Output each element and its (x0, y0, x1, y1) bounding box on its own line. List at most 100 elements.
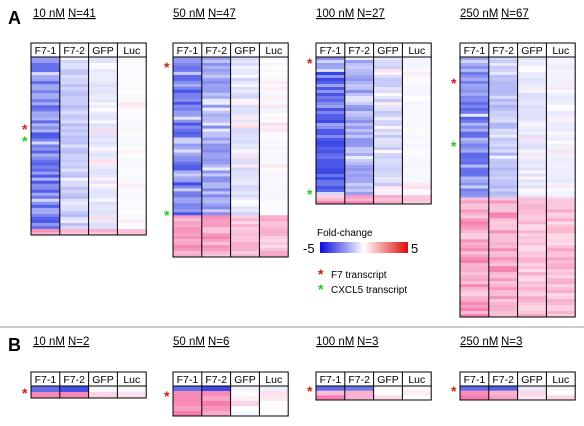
heatmap-cell (344, 135, 374, 139)
heatmap-cell (230, 176, 260, 180)
heatmap-cell (117, 207, 147, 212)
heatmap-cell (402, 72, 432, 76)
heatmap-cell (173, 209, 203, 213)
heatmap-cell (344, 126, 374, 130)
heatmap-cell (316, 141, 346, 145)
heatmap-cell (546, 254, 576, 258)
heatmap-cell (517, 302, 547, 306)
column-header-gfp: GFP (92, 45, 114, 57)
b-block3-dose: 100 nM (316, 336, 354, 348)
heatmap-cell (173, 248, 203, 252)
heatmap-cell (88, 129, 118, 133)
heatmap-cell (117, 69, 147, 73)
heatmap-cell (460, 89, 490, 94)
heatmap-cell (546, 185, 576, 189)
heatmap-cell (88, 111, 118, 115)
heatmap-cell (59, 117, 89, 121)
heatmap-cell (517, 149, 547, 153)
heatmap-cell (546, 239, 576, 243)
heatmap-cell (59, 90, 89, 94)
heatmap-cell (88, 87, 118, 91)
heatmap-cell (59, 147, 89, 151)
heatmap-cell (59, 195, 89, 200)
heatmap-cell (373, 198, 403, 202)
heatmap-cell (59, 105, 89, 109)
heatmap-cell (117, 84, 147, 88)
heatmap-cell (259, 119, 289, 123)
heatmap-cell (173, 233, 203, 237)
heatmap-cell (59, 132, 89, 136)
heatmap-cell (517, 59, 547, 64)
heatmap-cell (316, 198, 346, 202)
heatmap-cell (488, 305, 518, 309)
heatmap-cell (31, 222, 61, 227)
heatmap-cell (230, 140, 260, 144)
heatmap-cell (31, 123, 61, 127)
heatmap-cell (59, 225, 89, 230)
heatmap-cell (316, 120, 346, 124)
heatmap-cell (546, 110, 576, 115)
heatmap-cell (259, 125, 289, 129)
heatmap-cell (201, 203, 231, 207)
heatmap-cell (201, 209, 231, 213)
heatmap-cell (488, 68, 518, 73)
heatmap-cell (546, 83, 576, 88)
heatmap-cell (546, 224, 576, 228)
heatmap-cell (201, 74, 231, 79)
heatmap-b-2: F7-1 F7-2 GFP Luc * (164, 371, 289, 417)
heatmap-cell (173, 173, 203, 177)
heatmap-cell (517, 146, 547, 150)
heatmap-cell (230, 122, 260, 126)
heatmap-cell (460, 266, 490, 270)
heatmap-cell (59, 186, 89, 191)
heatmap-cell (201, 179, 231, 183)
heatmap-cell (201, 68, 231, 73)
heatmap-cell (230, 227, 260, 231)
heatmap-cell (546, 281, 576, 285)
heatmap-cell (488, 239, 518, 243)
heatmap-cell (546, 230, 576, 234)
heatmap-cell (373, 129, 403, 133)
a-block1-dose: 10 nM (33, 8, 65, 20)
heatmap-cell (316, 66, 346, 70)
heatmap-cell (460, 209, 490, 213)
heatmap-cell (460, 290, 490, 294)
heatmap-cell (402, 183, 432, 187)
heatmap-cell (517, 269, 547, 273)
heatmap-cell (173, 59, 203, 64)
heatmap-cell (173, 391, 203, 397)
heatmap-cell (173, 212, 203, 216)
heatmap-cell (460, 248, 490, 252)
heatmap-cell (316, 96, 346, 100)
heatmap-cell (488, 390, 518, 396)
heatmap-cell (88, 177, 118, 181)
heatmap-cell (88, 201, 118, 206)
heatmap-cell (201, 233, 231, 237)
heatmap-cell (402, 90, 432, 94)
heatmap-cell (259, 116, 289, 120)
heatmap-cell (117, 96, 147, 100)
heatmap-cell (373, 186, 403, 190)
heatmap-cell (517, 173, 547, 177)
heatmap-cell (488, 164, 518, 168)
heatmap-cell (59, 57, 89, 61)
heatmap-cell (117, 75, 147, 79)
heatmap-cell (546, 146, 576, 150)
heatmap-cell (402, 162, 432, 166)
heatmap-cell (31, 210, 61, 215)
heatmap-cell (488, 98, 518, 103)
heatmap-cell (373, 183, 403, 187)
heatmap-cell (460, 311, 490, 315)
heatmap-cell (488, 296, 518, 300)
heatmap-cell (88, 216, 118, 221)
heatmap-cell (173, 167, 203, 171)
heatmap-cell (402, 390, 432, 396)
heatmap-cell (88, 93, 118, 97)
heatmap-cell (88, 156, 118, 160)
heatmap-b-4: F7-1 F7-2 GFP Luc * (451, 371, 576, 401)
heatmap-cell (373, 174, 403, 178)
heatmap-cell (517, 284, 547, 288)
heatmap-cell (88, 141, 118, 145)
heatmap-cell (259, 131, 289, 135)
